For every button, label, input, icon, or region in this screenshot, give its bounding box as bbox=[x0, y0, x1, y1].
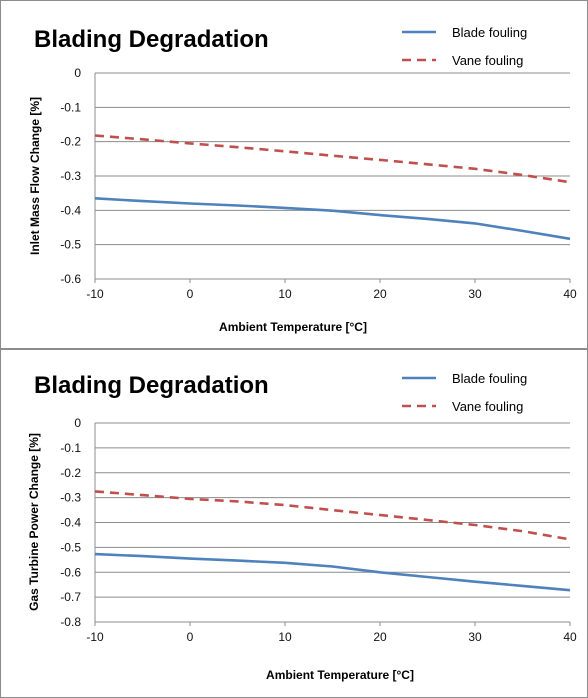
x-tick-label: -10 bbox=[86, 287, 104, 301]
y-tick-label: -0.7 bbox=[60, 590, 81, 604]
series-line-vane-fouling bbox=[94, 490, 571, 541]
y-tick-label: -0.6 bbox=[60, 565, 81, 579]
x-tick-label: 30 bbox=[468, 287, 482, 301]
chart-title: Blading Degradation bbox=[34, 372, 269, 399]
legend: Blade fouling Vane fouling bbox=[402, 25, 527, 68]
chart-frame bbox=[0, 0, 588, 349]
y-tick-label: 0 bbox=[74, 416, 81, 430]
y-tick-label: -0.3 bbox=[60, 169, 81, 183]
legend-label: Vane fouling bbox=[452, 53, 523, 68]
tick-labels: 0 -0.1 -0.2 -0.3 -0.4 -0.5 -0.6 -0.7 -0.8 -10 0 10 2… bbox=[60, 416, 577, 644]
grid bbox=[94, 422, 571, 626]
chart-panel-2: Blading Degradation Ambient Temperature … bbox=[0, 349, 588, 698]
legend-label: Vane fouling bbox=[452, 399, 523, 414]
x-tick-label: 10 bbox=[278, 630, 292, 644]
x-axis-label: Ambient Temperature [°C] bbox=[219, 320, 367, 334]
chart-panel-1: Blading Degradation Ambient Temperature … bbox=[0, 0, 588, 349]
x-tick-label: 10 bbox=[278, 287, 292, 301]
y-tick-label: -0.4 bbox=[60, 516, 81, 530]
y-tick-label: -0.8 bbox=[60, 615, 81, 629]
x-tick-label: 0 bbox=[187, 287, 194, 301]
series-line-blade-fouling bbox=[94, 197, 571, 241]
y-axis-label: Gas Turbine Power Change [%] bbox=[27, 433, 41, 611]
y-tick-label: -0.4 bbox=[60, 203, 81, 217]
series-line-vane-fouling bbox=[94, 134, 571, 184]
y-tick-label: -0.6 bbox=[60, 272, 81, 286]
x-tick-label: 40 bbox=[563, 287, 577, 301]
y-tick-label: -0.2 bbox=[60, 135, 81, 149]
legend: Blade fouling Vane fouling bbox=[402, 371, 527, 414]
chart-frame bbox=[0, 349, 588, 698]
chart-gas-turbine-power: Blading Degradation Ambient Temperature … bbox=[0, 349, 588, 698]
tick-labels: 0 -0.1 -0.2 -0.3 -0.4 -0.5 -0.6 -10 0 10 20 30 40 bbox=[60, 66, 577, 301]
x-axis-label: Ambient Temperature [°C] bbox=[266, 668, 414, 682]
chart-inlet-mass-flow: Blading Degradation Ambient Temperature … bbox=[0, 0, 588, 349]
y-tick-label: -0.1 bbox=[60, 441, 81, 455]
y-tick-label: -0.3 bbox=[60, 491, 81, 505]
series-lines bbox=[94, 134, 571, 241]
x-tick-label: 30 bbox=[468, 630, 482, 644]
series-lines bbox=[94, 490, 571, 592]
y-tick-label: -0.5 bbox=[60, 238, 81, 252]
y-tick-label: -0.5 bbox=[60, 540, 81, 554]
x-tick-label: -10 bbox=[86, 630, 104, 644]
x-tick-label: 40 bbox=[563, 630, 577, 644]
x-tick-label: 0 bbox=[187, 630, 194, 644]
y-tick-label: -0.2 bbox=[60, 466, 81, 480]
y-axis-label: Inlet Mass Flow Change [%] bbox=[28, 97, 42, 255]
legend-label: Blade fouling bbox=[452, 25, 527, 40]
legend-label: Blade fouling bbox=[452, 371, 527, 386]
y-tick-label: 0 bbox=[74, 66, 81, 80]
series-line-blade-fouling bbox=[94, 552, 571, 592]
chart-title: Blading Degradation bbox=[34, 26, 269, 53]
x-tick-label: 20 bbox=[373, 630, 387, 644]
x-tick-label: 20 bbox=[373, 287, 387, 301]
y-tick-label: -0.1 bbox=[60, 100, 81, 114]
